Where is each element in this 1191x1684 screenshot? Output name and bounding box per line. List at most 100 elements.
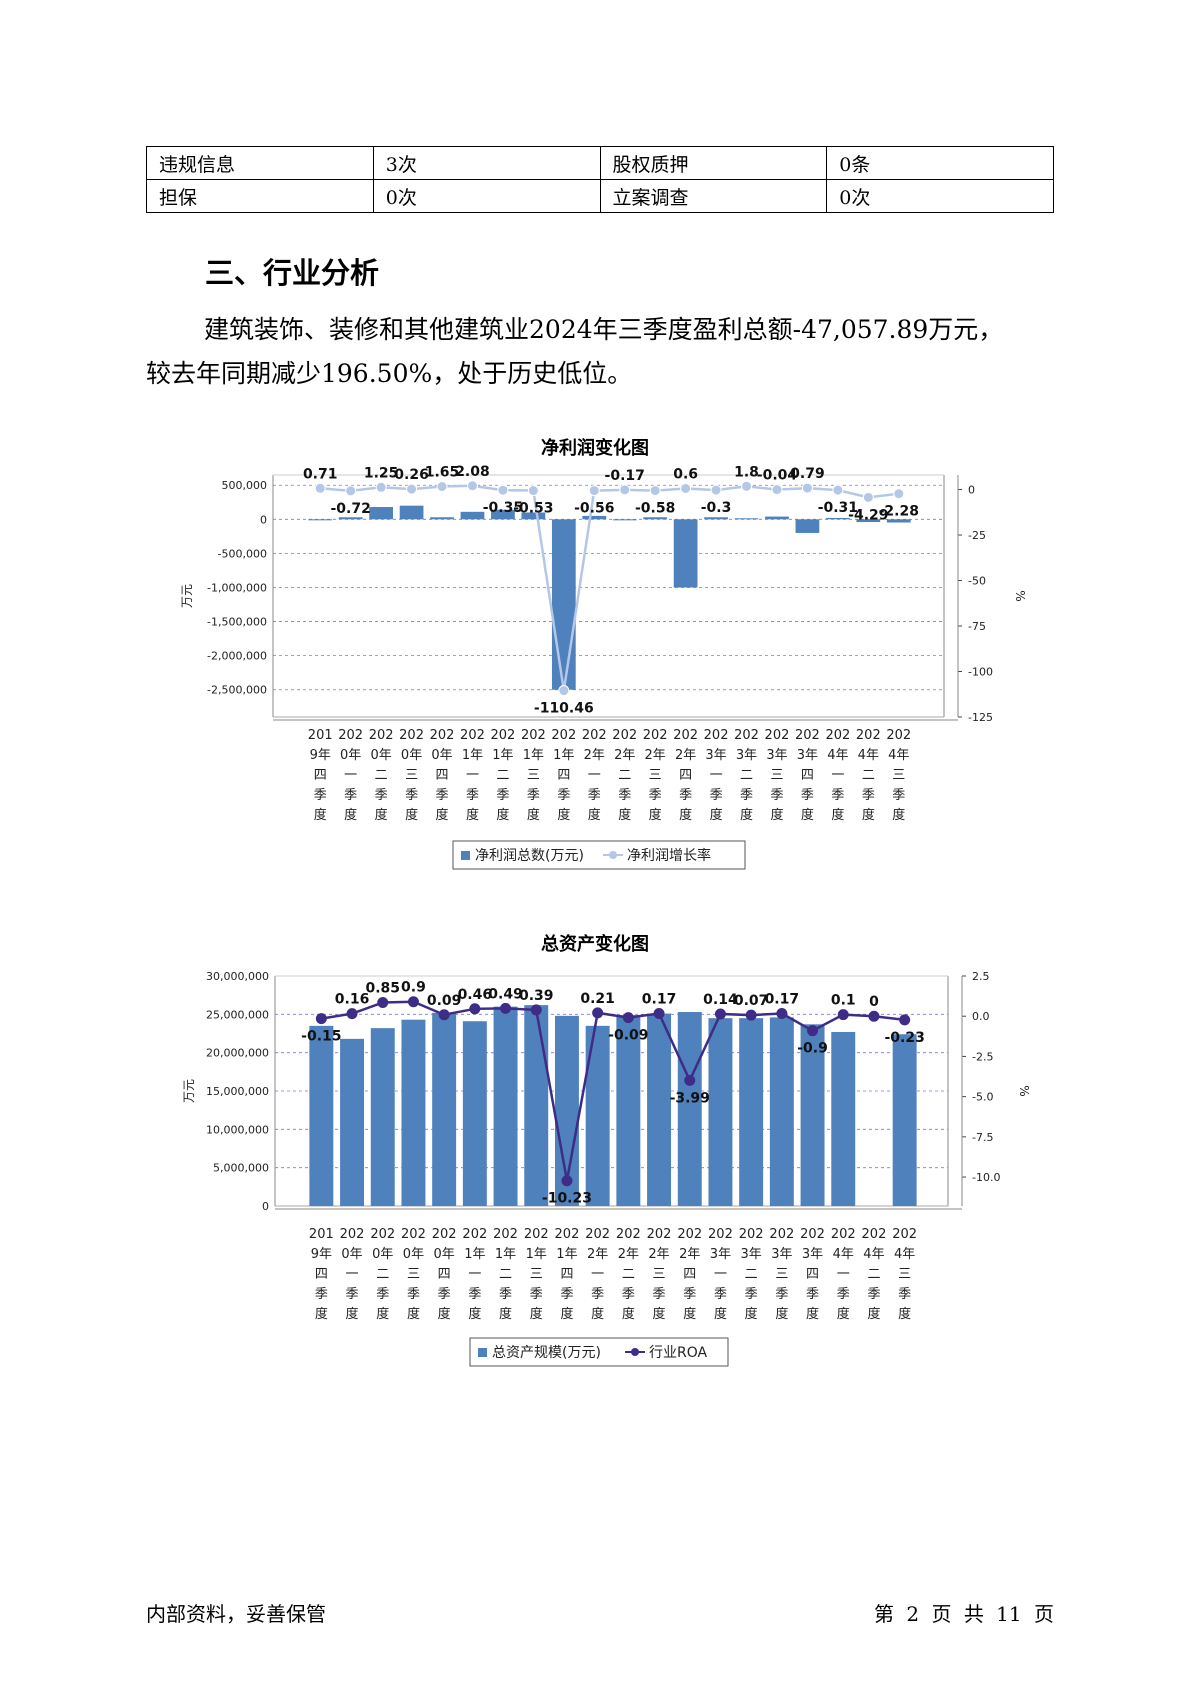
- legend-swatch-marker: [609, 851, 617, 859]
- data-label: 0.26: [394, 467, 429, 483]
- y2-tick-label: -2.5: [972, 1050, 993, 1063]
- x-tick-label: 202 2年四季度: [673, 728, 698, 823]
- bar: [524, 1005, 549, 1206]
- data-label: 0.07: [734, 993, 769, 1009]
- x-tick-label: 202 4年一季度: [825, 728, 850, 823]
- x-tick-label: 202 3年三季度: [765, 728, 790, 823]
- section-title: 三、行业分析: [205, 256, 380, 290]
- paragraph-line-2: 较去年同期减少196.50%，处于历史低位。: [146, 359, 633, 388]
- series-line: [321, 1000, 905, 1181]
- bar: [582, 515, 607, 520]
- data-label: -0.17: [605, 468, 645, 484]
- y-tick-label: 0: [260, 513, 267, 526]
- bar: [308, 519, 333, 521]
- data-label: -0.31: [818, 500, 858, 516]
- paragraph-line-1: 建筑装饰、装修和其他建筑业2024年三季度盈利总额-47,057.89万元，: [204, 315, 1004, 344]
- paragraph-line: 建筑装饰、装修和其他建筑业2024年三季度盈利总额-47,057.89万元，: [146, 308, 1066, 352]
- bar: [647, 1013, 672, 1206]
- data-label: 0.39: [519, 988, 554, 1004]
- legend-swatch-marker: [631, 1348, 639, 1356]
- data-point: [893, 488, 905, 500]
- data-label: -2.28: [879, 504, 919, 520]
- legend-label: 净利润增长率: [627, 847, 711, 864]
- y-tick-label: 500,000: [222, 479, 268, 492]
- net-profit-chart: 500,000 0 -500,000 -1,000,000 -1,500,000 -2,0…: [180, 464, 1027, 870]
- table-cell: 违规信息: [146, 146, 374, 180]
- analysis-paragraph: 建筑装饰、装修和其他建筑业2024年三季度盈利总额-47,057.89万元， 较…: [146, 308, 1066, 396]
- data-point: [776, 1007, 788, 1019]
- data-label: -0.56: [574, 501, 614, 517]
- data-label: 0.21: [580, 991, 615, 1007]
- data-point: [438, 1009, 450, 1021]
- total-assets-chart: 30,000,000 25,000,000 20,000,000 15,000,000…: [182, 970, 1031, 1367]
- bar: [708, 1018, 733, 1206]
- data-label: 0.71: [303, 466, 338, 482]
- x-tick-label: 201 9年四季度: [308, 728, 333, 823]
- data-point: [315, 1013, 327, 1025]
- chart-title-total-assets: 总资产变化图: [541, 934, 649, 955]
- bar: [432, 1012, 457, 1206]
- data-point: [592, 1007, 604, 1019]
- data-point: [680, 482, 692, 494]
- data-label: 1.65: [425, 465, 460, 481]
- x-tick-label: 202 1年一季度: [462, 1227, 487, 1322]
- data-label: 0.17: [642, 991, 677, 1007]
- table-row: 违规信息 3次 股权质押 0条: [146, 146, 1054, 180]
- data-point: [837, 1009, 849, 1021]
- legend-swatch-bar: [461, 851, 470, 860]
- table-cell: 3次: [372, 146, 601, 180]
- data-label: 1.25: [364, 465, 399, 481]
- data-label: 0.49: [488, 986, 523, 1002]
- data-label: 0.16: [335, 992, 370, 1008]
- data-label: 1.8: [734, 464, 759, 480]
- y-axis-title: 万元: [182, 1079, 196, 1103]
- bar: [585, 1025, 610, 1206]
- data-label: 0: [869, 994, 879, 1010]
- data-point: [558, 685, 570, 697]
- y-tick-label: 20,000,000: [206, 1047, 269, 1060]
- data-point: [710, 484, 722, 496]
- legend-label: 净利润总数(万元): [475, 848, 584, 864]
- x-tick-label: 202 0年一季度: [338, 728, 363, 823]
- data-label: -0.35: [483, 500, 523, 516]
- x-tick-label: 202 0年三季度: [399, 728, 424, 823]
- data-point: [314, 482, 326, 494]
- x-tick-label: 202 1年三季度: [521, 728, 546, 823]
- table-cell: 担保: [146, 179, 374, 213]
- data-label: -3.99: [670, 1090, 710, 1106]
- data-label: -0.3: [701, 500, 732, 516]
- y-tick-label: -2,000,000: [207, 650, 267, 663]
- data-label: -0.9: [797, 1041, 828, 1057]
- bar: [340, 1038, 365, 1206]
- bar: [795, 519, 820, 533]
- y-tick-label: 30,000,000: [206, 970, 269, 983]
- chart-title-net-profit: 净利润变化图: [541, 438, 649, 459]
- bar: [401, 1019, 426, 1206]
- x-tick-label: 202 2年一季度: [585, 1227, 610, 1322]
- x-tick-label: 202 2年一季度: [582, 728, 607, 823]
- data-point: [807, 1025, 819, 1037]
- x-tick-label: 202 0年一季度: [340, 1227, 365, 1322]
- bar: [616, 1015, 641, 1206]
- bar: [491, 509, 515, 520]
- bar: [800, 1024, 825, 1206]
- x-tick-label: 202 3年二季度: [734, 728, 759, 823]
- y-tick-label: 5,000,000: [213, 1162, 269, 1175]
- data-label: 0.6: [673, 466, 698, 482]
- bar: [430, 517, 454, 520]
- bar: [677, 1012, 702, 1206]
- paragraph-line: 较去年同期减少196.50%，处于历史低位。: [146, 352, 1066, 396]
- x-tick-label: 202 3年一季度: [708, 1227, 733, 1322]
- x-tick-label: 202 3年三季度: [769, 1227, 794, 1322]
- y-tick-label: -1,000,000: [207, 581, 267, 594]
- data-point: [561, 1175, 573, 1187]
- x-tick-label: 202 4年三季度: [886, 728, 911, 823]
- y-tick-label: -500,000: [218, 547, 267, 560]
- x-tick-label: 202 2年二季度: [616, 1227, 641, 1322]
- data-point: [714, 1008, 726, 1020]
- table-cell: 0次: [826, 179, 1054, 213]
- data-label: 0.79: [790, 466, 825, 482]
- bar: [460, 511, 485, 520]
- bar: [309, 1025, 334, 1206]
